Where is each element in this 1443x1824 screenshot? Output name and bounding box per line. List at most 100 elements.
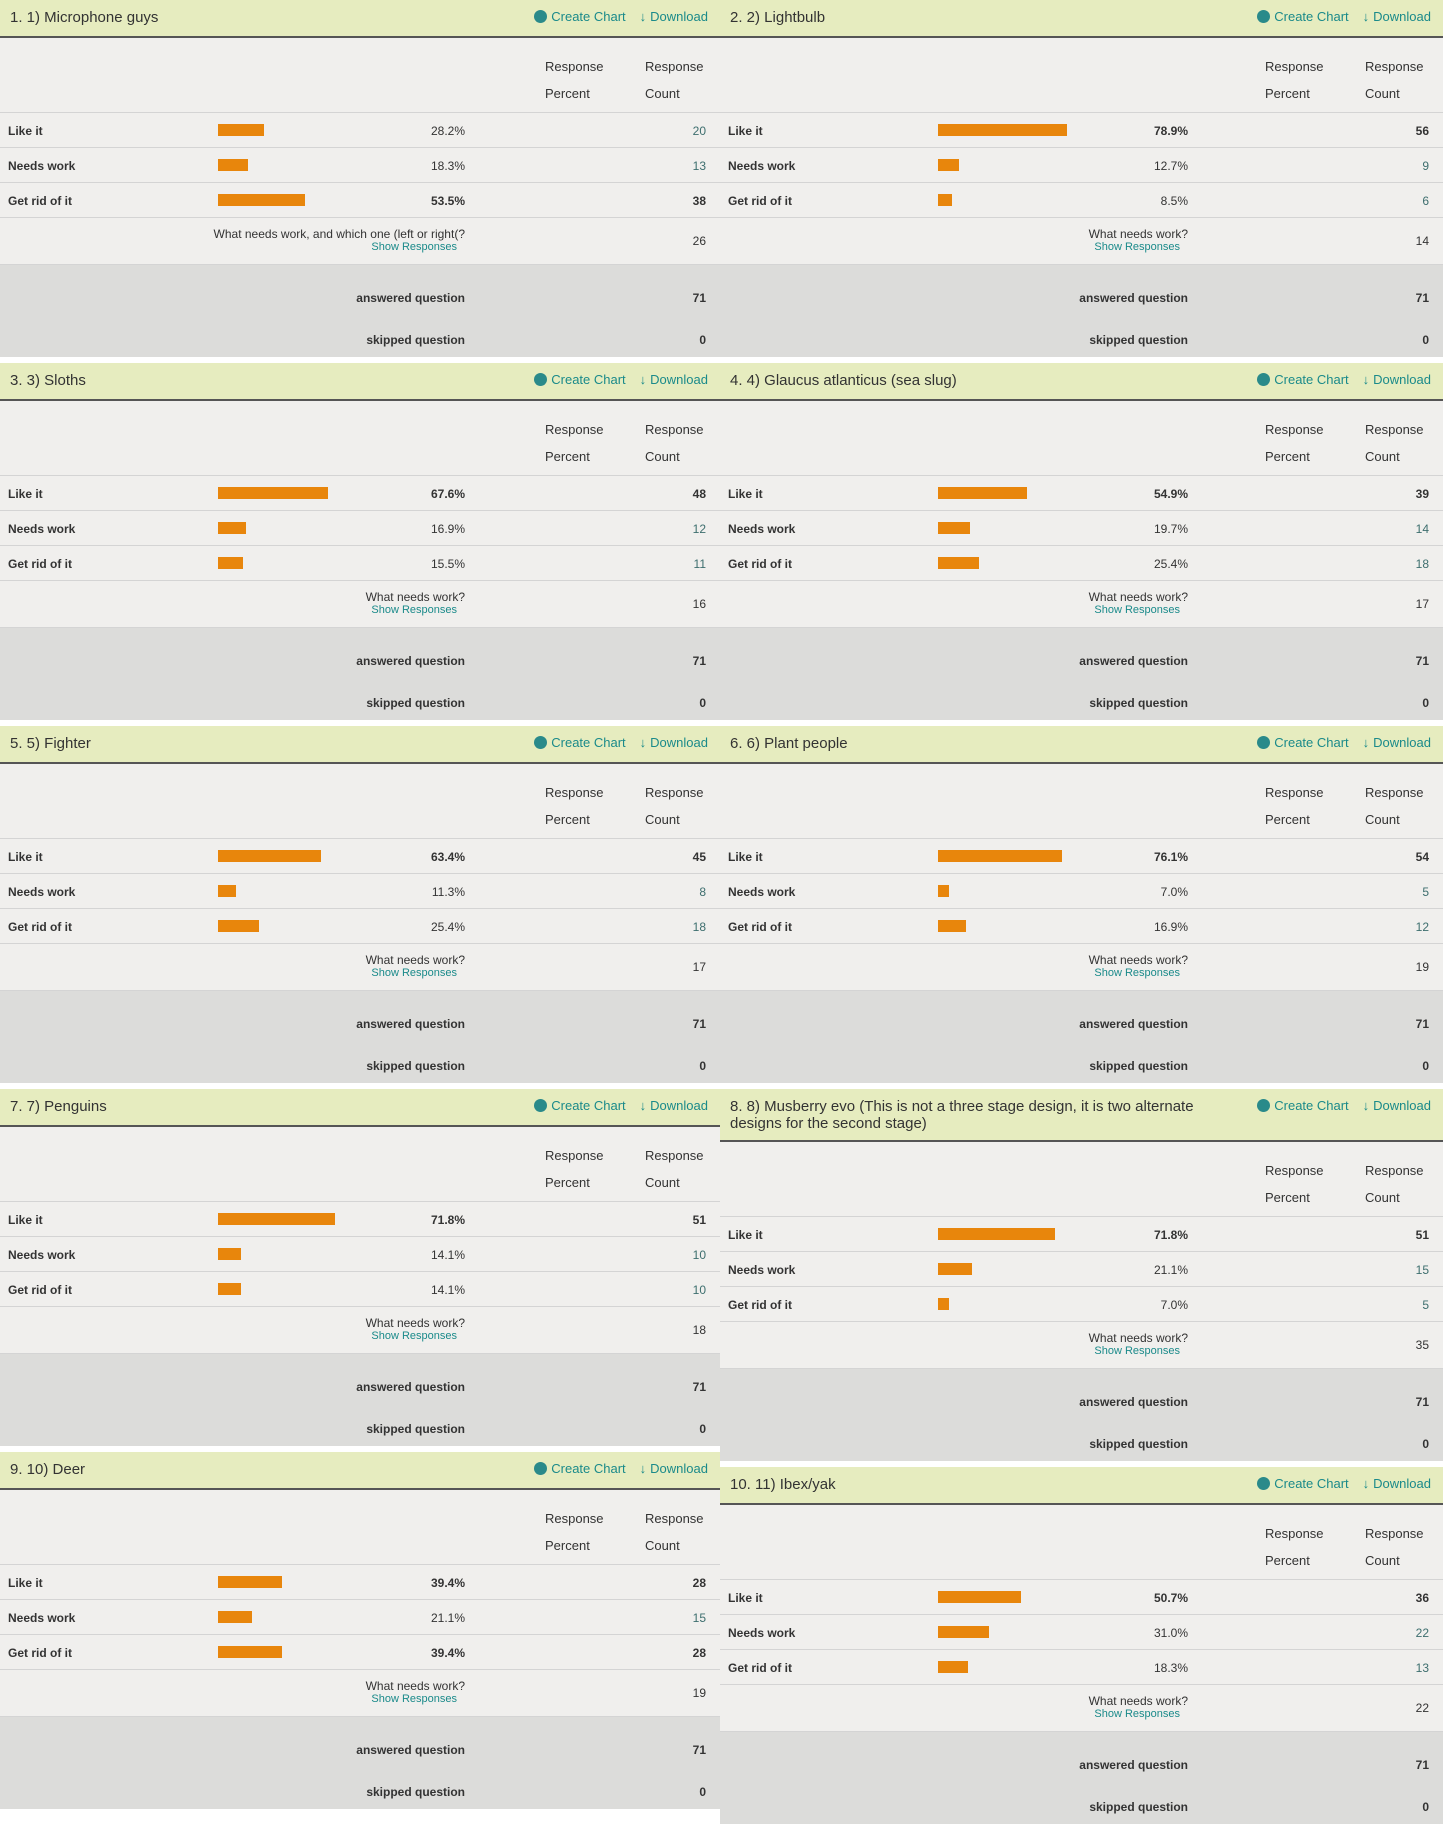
response-count: 11: [693, 557, 706, 571]
percent-bar: [218, 885, 237, 897]
question-title: 2. 2) Lightbulb: [730, 9, 826, 26]
percent-bar: [218, 487, 329, 499]
response-percent: 11.3%: [431, 885, 465, 899]
response-percent: 54.9%: [1153, 487, 1188, 501]
download-button[interactable]: ↓ Download: [640, 9, 708, 24]
create-chart-label: Create Chart: [1274, 9, 1349, 24]
create-chart-button[interactable]: Create Chart: [534, 372, 626, 387]
summary: answered question 71 skipped question 0: [0, 1354, 720, 1446]
response-percent: 19.7%: [1153, 522, 1188, 536]
show-responses-link[interactable]: Show Responses: [371, 604, 457, 616]
question-title: 6. 6) Plant people: [730, 735, 848, 752]
download-button[interactable]: ↓ Download: [640, 372, 708, 387]
answer-label: Like it: [8, 1213, 43, 1227]
answer-row: Like it 50.7% 36: [720, 1580, 1443, 1615]
response-count: 13: [692, 159, 706, 173]
show-responses-link[interactable]: Show Responses: [1094, 1345, 1180, 1357]
summary: answered question 71 skipped question 0: [0, 1717, 720, 1809]
percent-bar: [218, 159, 248, 171]
skipped-label: skipped question: [366, 1422, 465, 1436]
header-line: Count: [1365, 1190, 1400, 1205]
comment-question-text: What needs work?: [365, 1316, 465, 1330]
download-button[interactable]: ↓ Download: [640, 735, 708, 750]
panel-header: 6. 6) Plant people Create Chart ↓ Download: [720, 726, 1443, 764]
response-count: 15: [1415, 1263, 1429, 1277]
answer-row: Get rid of it 53.5% 38: [0, 183, 720, 218]
percent-bar: [218, 1248, 241, 1260]
response-percent-header: Response Percent: [545, 1505, 604, 1559]
column-headers: Response Percent Response Count: [720, 1142, 1443, 1217]
answer-label: Needs work: [728, 885, 796, 899]
answer-label: Get rid of it: [8, 920, 72, 934]
response-percent-header: Response Percent: [1265, 779, 1324, 833]
show-responses-link[interactable]: Show Responses: [1094, 1708, 1180, 1720]
comment-count: 17: [1415, 597, 1429, 611]
download-button[interactable]: ↓ Download: [1363, 1098, 1431, 1113]
show-responses-link[interactable]: Show Responses: [1094, 967, 1180, 979]
show-responses-link[interactable]: Show Responses: [371, 241, 457, 253]
answered-label: answered question: [1079, 1395, 1188, 1409]
download-arrow-icon: ↓: [1362, 372, 1370, 387]
percent-bar: [938, 1228, 1056, 1240]
answer-label: Needs work: [728, 1263, 796, 1277]
answered-label: answered question: [1079, 1758, 1188, 1772]
show-responses-link[interactable]: Show Responses: [1094, 241, 1180, 253]
question-panel: 3. 3) Sloths Create Chart ↓ Download Respons…: [0, 363, 720, 720]
show-responses-link[interactable]: Show Responses: [371, 967, 457, 979]
percent-bar: [938, 487, 1028, 499]
download-arrow-icon: ↓: [639, 1461, 647, 1476]
skipped-count: 0: [1422, 1059, 1429, 1073]
question-title: 7. 7) Penguins: [10, 1098, 107, 1115]
answer-label: Like it: [8, 1576, 43, 1590]
response-percent: 12.7%: [1153, 159, 1188, 173]
panel-actions: Create Chart ↓ Download: [534, 735, 708, 750]
column-headers: Response Percent Response Count: [0, 1127, 720, 1202]
create-chart-button[interactable]: Create Chart: [1257, 372, 1349, 387]
percent-bar: [938, 885, 950, 897]
download-button[interactable]: ↓ Download: [1363, 372, 1431, 387]
download-button[interactable]: ↓ Download: [1363, 1476, 1431, 1491]
download-button[interactable]: ↓ Download: [640, 1098, 708, 1113]
download-arrow-icon: ↓: [639, 372, 647, 387]
answered-count: 71: [692, 1380, 706, 1394]
create-chart-button[interactable]: Create Chart: [1257, 735, 1349, 750]
response-count: 5: [1422, 885, 1429, 899]
panel-actions: Create Chart ↓ Download: [1257, 372, 1431, 387]
panel-header: 9. 10) Deer Create Chart ↓ Download: [0, 1452, 720, 1490]
answered-count: 71: [692, 291, 706, 305]
create-chart-button[interactable]: Create Chart: [534, 9, 626, 24]
create-chart-button[interactable]: Create Chart: [1257, 9, 1349, 24]
create-chart-button[interactable]: Create Chart: [1257, 1098, 1349, 1113]
create-chart-button[interactable]: Create Chart: [534, 1461, 626, 1476]
answered-count: 71: [1415, 291, 1429, 305]
skipped-count: 0: [699, 1422, 706, 1436]
response-count-header: Response Count: [645, 53, 704, 107]
show-responses-link[interactable]: Show Responses: [1094, 604, 1180, 616]
answer-row: Get rid of it 16.9% 12: [720, 909, 1443, 944]
download-arrow-icon: ↓: [639, 9, 647, 24]
show-responses-link[interactable]: Show Responses: [371, 1693, 457, 1705]
comment-question: What needs work? Show Responses: [366, 1316, 465, 1342]
response-percent: 71.8%: [1153, 1228, 1188, 1242]
show-responses-link[interactable]: Show Responses: [371, 1330, 457, 1342]
comment-question: What needs work? Show Responses: [1089, 953, 1188, 979]
create-chart-button[interactable]: Create Chart: [534, 1098, 626, 1113]
percent-bar: [218, 1283, 241, 1295]
download-label: Download: [650, 735, 708, 750]
column-headers: Response Percent Response Count: [720, 1505, 1443, 1580]
download-button[interactable]: ↓ Download: [1363, 735, 1431, 750]
skipped-count: 0: [699, 696, 706, 710]
header-line: Count: [645, 449, 680, 464]
panel-header: 4. 4) Glaucus atlanticus (sea slug) Creat…: [720, 363, 1443, 401]
comment-question: What needs work? Show Responses: [1089, 227, 1188, 253]
create-chart-button[interactable]: Create Chart: [534, 735, 626, 750]
answer-row: Get rid of it 25.4% 18: [720, 546, 1443, 581]
download-button[interactable]: ↓ Download: [1363, 9, 1431, 24]
download-button[interactable]: ↓ Download: [640, 1461, 708, 1476]
create-chart-button[interactable]: Create Chart: [1257, 1476, 1349, 1491]
answer-row: Like it 39.4% 28: [0, 1565, 720, 1600]
percent-bar: [938, 194, 952, 206]
response-percent: 25.4%: [1153, 557, 1188, 571]
comment-count: 19: [692, 1686, 706, 1700]
response-count: 9: [1422, 159, 1429, 173]
